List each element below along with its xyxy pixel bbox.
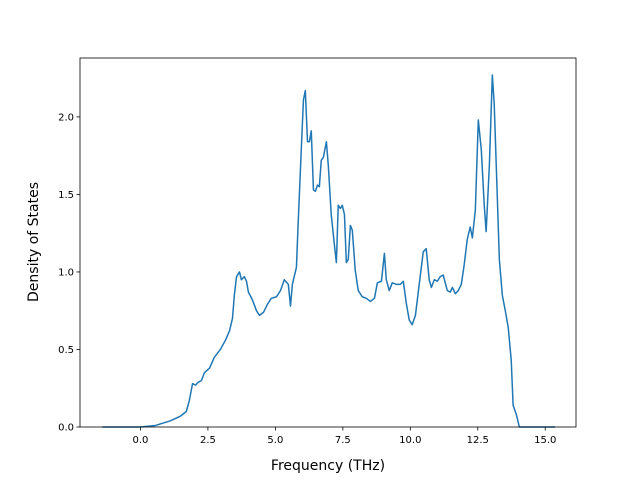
x-tick-label: 5.0: [267, 435, 283, 446]
y-tick-label: 1.0: [58, 267, 74, 278]
x-tick-label: 2.5: [200, 435, 216, 446]
y-tick-label: 1.5: [58, 190, 74, 201]
y-axis-label: Density of States: [26, 182, 42, 302]
x-tick-label: 7.5: [335, 435, 351, 446]
x-tick-label: 10.0: [399, 435, 421, 446]
plot-frame: [79, 57, 577, 428]
x-tick-label: 0.0: [132, 435, 148, 446]
x-tick-label: 12.5: [467, 435, 489, 446]
y-tick-label: 2.0: [58, 112, 74, 123]
x-tick-label: 15.0: [534, 435, 556, 446]
y-tick-label: 0.0: [58, 423, 74, 434]
x-axis-label: Frequency (THz): [271, 458, 385, 474]
y-tick-label: 0.5: [58, 345, 74, 356]
data-line: [102, 74, 556, 428]
